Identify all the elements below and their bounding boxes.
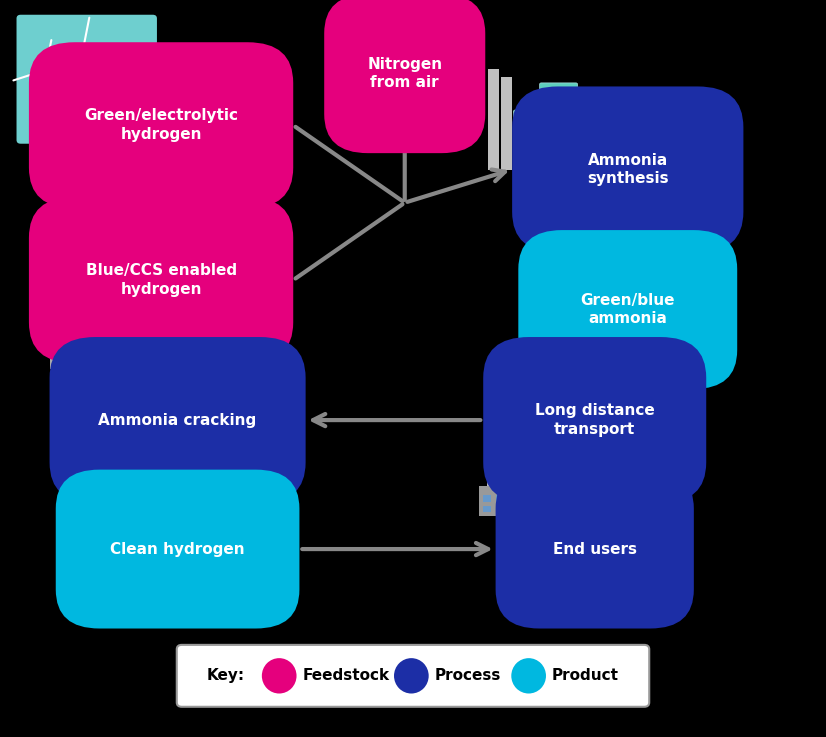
- FancyBboxPatch shape: [158, 339, 173, 374]
- FancyBboxPatch shape: [628, 486, 649, 514]
- Ellipse shape: [133, 279, 164, 307]
- Bar: [97, 350, 105, 357]
- Bar: [140, 291, 155, 306]
- FancyBboxPatch shape: [496, 469, 694, 629]
- Ellipse shape: [511, 658, 546, 694]
- Bar: [576, 139, 591, 154]
- FancyBboxPatch shape: [534, 483, 548, 516]
- Circle shape: [630, 509, 647, 524]
- Text: Process: Process: [434, 668, 501, 683]
- FancyBboxPatch shape: [106, 238, 142, 322]
- FancyBboxPatch shape: [177, 645, 649, 707]
- FancyBboxPatch shape: [519, 230, 737, 389]
- FancyBboxPatch shape: [584, 329, 629, 363]
- Bar: [555, 489, 570, 497]
- Text: Green/blue
ammonia: Green/blue ammonia: [581, 293, 675, 326]
- Bar: [68, 298, 78, 354]
- FancyBboxPatch shape: [56, 469, 300, 629]
- FancyBboxPatch shape: [522, 483, 537, 516]
- FancyBboxPatch shape: [81, 264, 109, 322]
- FancyBboxPatch shape: [548, 481, 577, 518]
- Bar: [125, 363, 133, 370]
- Bar: [599, 340, 615, 350]
- Circle shape: [605, 128, 629, 150]
- Bar: [488, 69, 499, 170]
- Text: Feedstock: Feedstock: [302, 668, 389, 683]
- Bar: [50, 346, 81, 368]
- Bar: [500, 468, 508, 486]
- Text: Product: Product: [552, 668, 619, 683]
- FancyBboxPatch shape: [29, 197, 293, 363]
- Text: Ammonia
synthesis: Ammonia synthesis: [587, 153, 668, 186]
- Ellipse shape: [262, 658, 297, 694]
- FancyBboxPatch shape: [514, 110, 543, 171]
- Text: Nitrogen
from air: Nitrogen from air: [368, 57, 442, 91]
- FancyBboxPatch shape: [145, 339, 160, 374]
- Circle shape: [168, 281, 191, 301]
- Text: Ammonia cracking: Ammonia cracking: [98, 413, 257, 427]
- Bar: [54, 287, 64, 354]
- FancyBboxPatch shape: [17, 15, 157, 144]
- Ellipse shape: [394, 658, 429, 694]
- Bar: [496, 506, 503, 512]
- Text: Long distance
transport: Long distance transport: [535, 403, 654, 437]
- Text: Clean hydrogen: Clean hydrogen: [111, 542, 244, 556]
- Bar: [111, 363, 119, 370]
- Circle shape: [592, 513, 601, 520]
- Circle shape: [615, 509, 632, 524]
- Bar: [487, 472, 496, 486]
- FancyBboxPatch shape: [495, 358, 695, 408]
- Text: Green/electrolytic
hydrogen: Green/electrolytic hydrogen: [84, 108, 238, 142]
- Circle shape: [590, 128, 614, 150]
- Bar: [501, 77, 512, 170]
- FancyBboxPatch shape: [512, 86, 743, 253]
- Text: Key:: Key:: [206, 668, 244, 683]
- Bar: [479, 486, 512, 516]
- FancyBboxPatch shape: [483, 337, 706, 503]
- FancyBboxPatch shape: [324, 0, 485, 153]
- FancyBboxPatch shape: [50, 337, 306, 503]
- Bar: [483, 506, 491, 512]
- Circle shape: [154, 281, 177, 301]
- Bar: [97, 363, 105, 370]
- Bar: [111, 350, 119, 357]
- Circle shape: [620, 513, 628, 520]
- Text: End users: End users: [553, 542, 637, 556]
- Bar: [483, 495, 491, 502]
- Bar: [57, 225, 67, 321]
- FancyBboxPatch shape: [581, 483, 649, 517]
- FancyBboxPatch shape: [539, 83, 577, 171]
- FancyBboxPatch shape: [29, 42, 293, 209]
- Bar: [496, 495, 503, 502]
- Circle shape: [634, 513, 643, 520]
- Bar: [69, 232, 79, 321]
- Circle shape: [588, 509, 605, 524]
- Ellipse shape: [568, 125, 601, 155]
- Bar: [125, 350, 133, 357]
- Bar: [545, 346, 653, 363]
- Bar: [91, 339, 140, 376]
- Text: Blue/CCS enabled
hydrogen: Blue/CCS enabled hydrogen: [86, 263, 236, 297]
- Bar: [500, 390, 690, 403]
